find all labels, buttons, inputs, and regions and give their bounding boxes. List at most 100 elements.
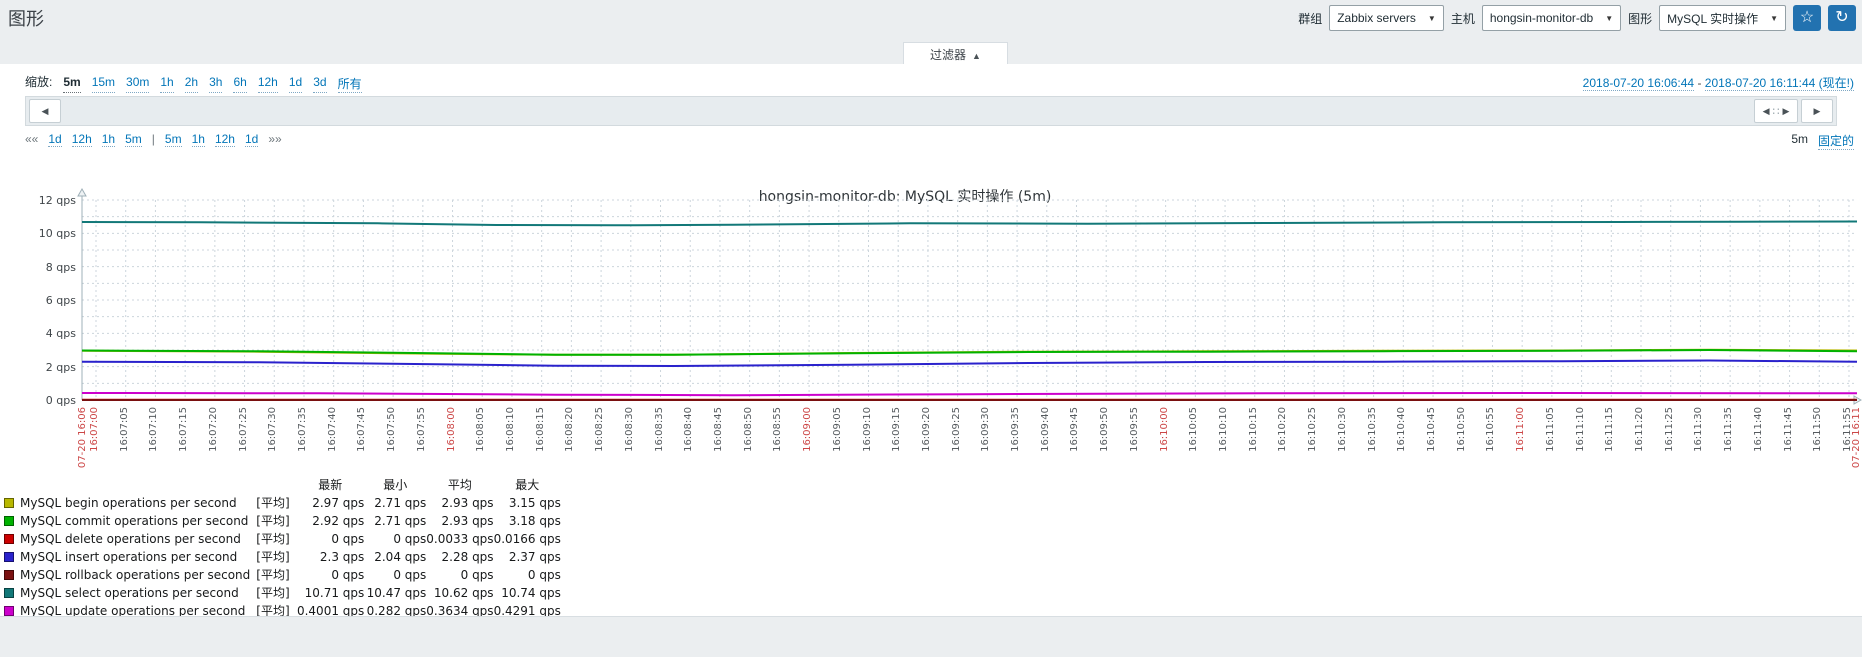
- mysql-operations-chart: [77, 187, 1862, 405]
- time-scrollbar-track[interactable]: ◀ ◀ ∷ ▶ ▶: [25, 96, 1837, 126]
- legend-value: [平均]: [256, 586, 290, 600]
- x-tick-label: 16:11:10: [1574, 407, 1586, 452]
- nav-forward-link-12h[interactable]: 12h: [214, 132, 235, 147]
- legend-row: MySQL update operations per second [平均] 0.…: [4, 602, 561, 620]
- legend-value: 2.71 qps: [374, 513, 427, 528]
- x-tick-label: 16:09:20: [920, 407, 932, 452]
- x-tick-label: 16:09:55: [1128, 407, 1140, 452]
- zoom-link-12h[interactable]: 12h: [257, 75, 278, 93]
- y-tick-label: 2 qps: [45, 360, 76, 374]
- legend-value: 10.74 qps: [501, 585, 561, 600]
- graph-label: 图形: [1628, 11, 1653, 26]
- series-name: MySQL delete operations per second: [20, 531, 241, 546]
- zoom-link-2h[interactable]: 2h: [184, 75, 199, 93]
- series-color-swatch: [4, 551, 14, 562]
- legend-value: [平均]: [256, 550, 290, 564]
- fixed-toggle-link[interactable]: 固定的: [1817, 134, 1854, 150]
- zoom-link-3d[interactable]: 3d: [313, 75, 327, 93]
- filter-tab[interactable]: 过滤器 ▲: [903, 42, 1008, 64]
- x-tick-label: 16:11:35: [1723, 407, 1735, 452]
- legend-value: 10.47 qps: [366, 585, 427, 600]
- legend-value: 0.3634 qps: [426, 603, 494, 618]
- series-color-swatch: [4, 515, 14, 526]
- legend-value: 2.28 qps: [441, 549, 494, 564]
- x-tick-label: 16:09:40: [1039, 407, 1051, 452]
- nav-back-link-12h[interactable]: 12h: [71, 132, 92, 147]
- series-name: MySQL rollback operations per second: [20, 567, 251, 582]
- x-tick-label: 16:08:50: [742, 407, 754, 452]
- graph-select[interactable]: MySQL 实时操作 ▼: [1659, 5, 1786, 31]
- zoom-link-15m[interactable]: 15m: [91, 75, 116, 93]
- x-tick-label: 16:10:25: [1307, 407, 1319, 452]
- zoom-links: 5m 15m 30m 1h 2h 3h 6h 12h 1d 3d 所有: [63, 75, 362, 93]
- nav-back-link-1h[interactable]: 1h: [101, 132, 116, 147]
- x-tick-label: 16:07:50: [386, 407, 398, 452]
- y-tick-label: 12 qps: [38, 194, 76, 207]
- range-to-link[interactable]: 2018-07-20 16:11:44 (现在!): [1704, 76, 1854, 91]
- x-tick-label: 16:09:30: [980, 407, 992, 452]
- x-tick-label: 16:11:45: [1782, 407, 1794, 452]
- series-name: MySQL select operations per second: [20, 585, 239, 600]
- x-tick-label: 16:08:55: [772, 407, 784, 452]
- zoom-link-1d[interactable]: 1d: [288, 75, 303, 93]
- legend-value: 0 qps: [331, 567, 365, 582]
- scrollbar-right-button[interactable]: ▶: [1801, 99, 1833, 123]
- x-tick-label: 07-20 16:06: [77, 407, 88, 469]
- zoom-label: 缩放:: [25, 75, 53, 89]
- zoom-link-所有[interactable]: 所有: [337, 77, 362, 93]
- x-tick-label: 16:10:10: [1218, 407, 1230, 452]
- chevron-down-icon: ▼: [1770, 13, 1778, 23]
- scrollbar-resize-handle[interactable]: ◀ ∷ ▶: [1754, 99, 1798, 123]
- x-tick-label: 16:09:10: [861, 407, 873, 452]
- nav-forward-link-5m[interactable]: 5m: [164, 132, 182, 147]
- scrollbar-left-button[interactable]: ◀: [29, 99, 61, 123]
- x-tick-label: 16:09:25: [950, 407, 962, 452]
- zoom-link-5m[interactable]: 5m: [63, 75, 81, 93]
- graph-toolbar: 群组 Zabbix servers ▼ 主机 hongsin-monitor-d…: [1298, 5, 1856, 31]
- y-tick-label: 8 qps: [45, 260, 76, 274]
- top-bar: 图形 群组 Zabbix servers ▼ 主机 hongsin-monito…: [0, 0, 1862, 64]
- nav-next-icon: »»: [268, 132, 282, 146]
- legend-value: 2.3 qps: [319, 549, 365, 564]
- range-from-link[interactable]: 2018-07-20 16:06:44: [1582, 76, 1695, 91]
- x-tick-label: 16:08:20: [564, 407, 576, 452]
- legend-value: 0.0033 qps: [426, 531, 494, 546]
- series-color-swatch: [4, 605, 14, 616]
- nav-forward-link-1h[interactable]: 1h: [191, 132, 205, 147]
- x-tick-label: 16:08:05: [475, 407, 487, 452]
- host-label: 主机: [1450, 11, 1475, 26]
- legend-value: 0 qps: [393, 567, 427, 582]
- x-tick-label: 16:07:55: [415, 407, 427, 452]
- series-name: MySQL update operations per second: [20, 603, 246, 618]
- x-tick-label: 16:11:50: [1812, 407, 1824, 452]
- zoom-link-1h[interactable]: 1h: [160, 75, 174, 93]
- nav-back-links: 1d 12h 1h 5m: [48, 132, 142, 147]
- series-color-swatch: [4, 533, 14, 544]
- x-tick-label: 16:08:35: [653, 407, 665, 452]
- arrow-right-icon: ▶: [1782, 105, 1790, 116]
- window-size-label: 5m: [1791, 132, 1808, 146]
- nav-back-link-5m[interactable]: 5m: [125, 132, 142, 147]
- legend-value: 0.4291 qps: [493, 603, 561, 618]
- star-icon: ☆: [1799, 9, 1815, 26]
- arrow-left-icon: ◀: [41, 105, 49, 116]
- x-tick-label: 16:10:05: [1188, 407, 1200, 452]
- nav-back-link-1d[interactable]: 1d: [48, 132, 62, 147]
- chart-title: hongsin-monitor-db: MySQL 实时操作 (5m): [758, 189, 1052, 205]
- legend-value: 0.282 qps: [366, 603, 427, 618]
- x-tick-label: 16:08:45: [712, 407, 724, 452]
- zoom-link-3h[interactable]: 3h: [209, 75, 223, 93]
- refresh-button[interactable]: ↻: [1828, 5, 1856, 31]
- legend-header: 最新: [318, 478, 343, 492]
- legend-header: 最大: [515, 478, 540, 492]
- range-separator: -: [1697, 76, 1702, 90]
- zoom-link-6h[interactable]: 6h: [233, 75, 247, 93]
- host-select-value: hongsin-monitor-db: [1489, 11, 1594, 25]
- favorite-button[interactable]: ☆: [1793, 5, 1821, 31]
- zoom-link-30m[interactable]: 30m: [126, 75, 150, 93]
- nav-forward-link-1d[interactable]: 1d: [244, 132, 259, 147]
- host-select[interactable]: hongsin-monitor-db ▼: [1481, 5, 1622, 31]
- group-select[interactable]: Zabbix servers ▼: [1329, 5, 1444, 31]
- legend-value: [平均]: [256, 496, 290, 510]
- time-nav-row: «« 1d 12h 1h 5m | 5m 1h 12h 1d »»: [25, 132, 282, 147]
